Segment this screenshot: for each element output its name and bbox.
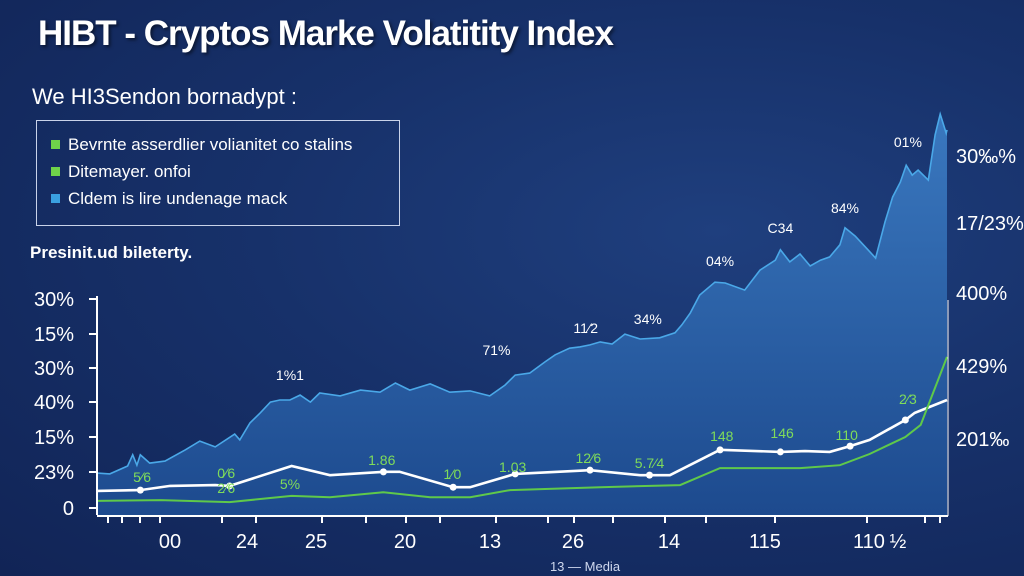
x-tick-label: 24 (236, 531, 258, 553)
y-tick-label: 0 (63, 498, 74, 520)
data-point-marker (136, 486, 144, 494)
right-tick-label: 400% (956, 283, 1007, 305)
data-label: 1.03 (499, 459, 526, 475)
y-tick-label: 30% (34, 358, 74, 380)
right-tick-label: 17/23% (956, 213, 1024, 235)
legend-item: Bevrnte asserdlier volianitet co stalins (51, 131, 399, 158)
legend-item: Ditemayer. onfoi (51, 158, 399, 185)
y-tick-label: 30% (34, 289, 74, 311)
data-label: 01% (894, 134, 922, 150)
data-point-marker (586, 466, 594, 474)
data-label: 5% (280, 476, 300, 492)
data-label: 71% (482, 342, 510, 358)
area-fill (97, 114, 947, 515)
x-tick-label: 115 (749, 531, 781, 553)
chart-title: HIBT - Cryptos Marke Volatitity Index (38, 14, 614, 53)
data-point-marker (716, 446, 724, 454)
data-label: 34% (634, 311, 662, 327)
y-tick-label: 40% (34, 392, 74, 414)
area-line (96, 111, 948, 475)
data-point-marker (511, 470, 519, 478)
x-tick-label: 20 (394, 531, 416, 553)
x-tick-label: 14 (658, 531, 680, 553)
data-label: 1%1 (276, 367, 304, 383)
data-label: 110 (836, 427, 859, 443)
data-label: 11⁄2 (573, 320, 598, 336)
right-tick-label: 30‰% (956, 146, 1016, 168)
x-tick-label: 25 (305, 531, 327, 553)
data-label: 0⁄6 (217, 465, 235, 481)
y-tick-label: 15% (34, 324, 74, 346)
data-point-marker (846, 442, 854, 450)
x-tick-label: ½ (890, 531, 907, 553)
data-point-marker (901, 416, 909, 424)
x-axis-label: 13 — Media (550, 559, 621, 574)
data-label: 04% (706, 253, 734, 269)
data-point-marker (449, 483, 457, 491)
legend-item: Cldem is lire undenage mack (51, 185, 399, 212)
x-tick-label: 13 (479, 531, 501, 553)
x-tick-label: 26 (562, 531, 584, 553)
data-label: 148 (710, 428, 734, 444)
x-tick-label: 00 (159, 531, 181, 553)
data-point-marker (379, 468, 387, 476)
data-label: 12⁄6 (575, 450, 601, 466)
green-line (96, 356, 948, 504)
right-tick-label: 201‰ (956, 429, 1009, 451)
data-label: 1⁄0 (443, 466, 461, 482)
data-label: 1.86 (368, 452, 395, 468)
legend: Bevrnte asserdlier volianitet co stalins… (36, 120, 400, 226)
chart-subtitle: We HI3Sendon bornadypt : (32, 84, 297, 109)
data-label: 146 (770, 425, 794, 441)
y-tick-label: 23% (34, 462, 74, 484)
legend-swatch-green (51, 167, 60, 176)
data-label: 5.7⁄4 (635, 455, 665, 471)
data-label: 5⁄6 (133, 469, 151, 485)
legend-label: Cldem is lire undenage mack (68, 188, 288, 208)
data-point-marker (646, 471, 653, 479)
data-point-marker (226, 482, 234, 490)
data-label: 84% (831, 200, 859, 216)
legend-label: Ditemayer. onfoi (68, 161, 191, 181)
y-tick-label: 15% (34, 427, 74, 449)
legend-swatch-green (51, 140, 60, 149)
data-label: 2⁄3 (899, 391, 917, 407)
chart-note: Presinit.ud bileterty. (30, 243, 193, 262)
x-tick-label: 110 (853, 531, 885, 553)
legend-swatch-blue (51, 194, 60, 203)
legend-label: Bevrnte asserdlier volianitet co stalins (68, 134, 353, 154)
data-label: C34 (768, 220, 794, 236)
data-point-marker (776, 448, 784, 456)
right-tick-label: 429% (956, 356, 1007, 378)
data-label: 2⁄6 (217, 480, 235, 496)
